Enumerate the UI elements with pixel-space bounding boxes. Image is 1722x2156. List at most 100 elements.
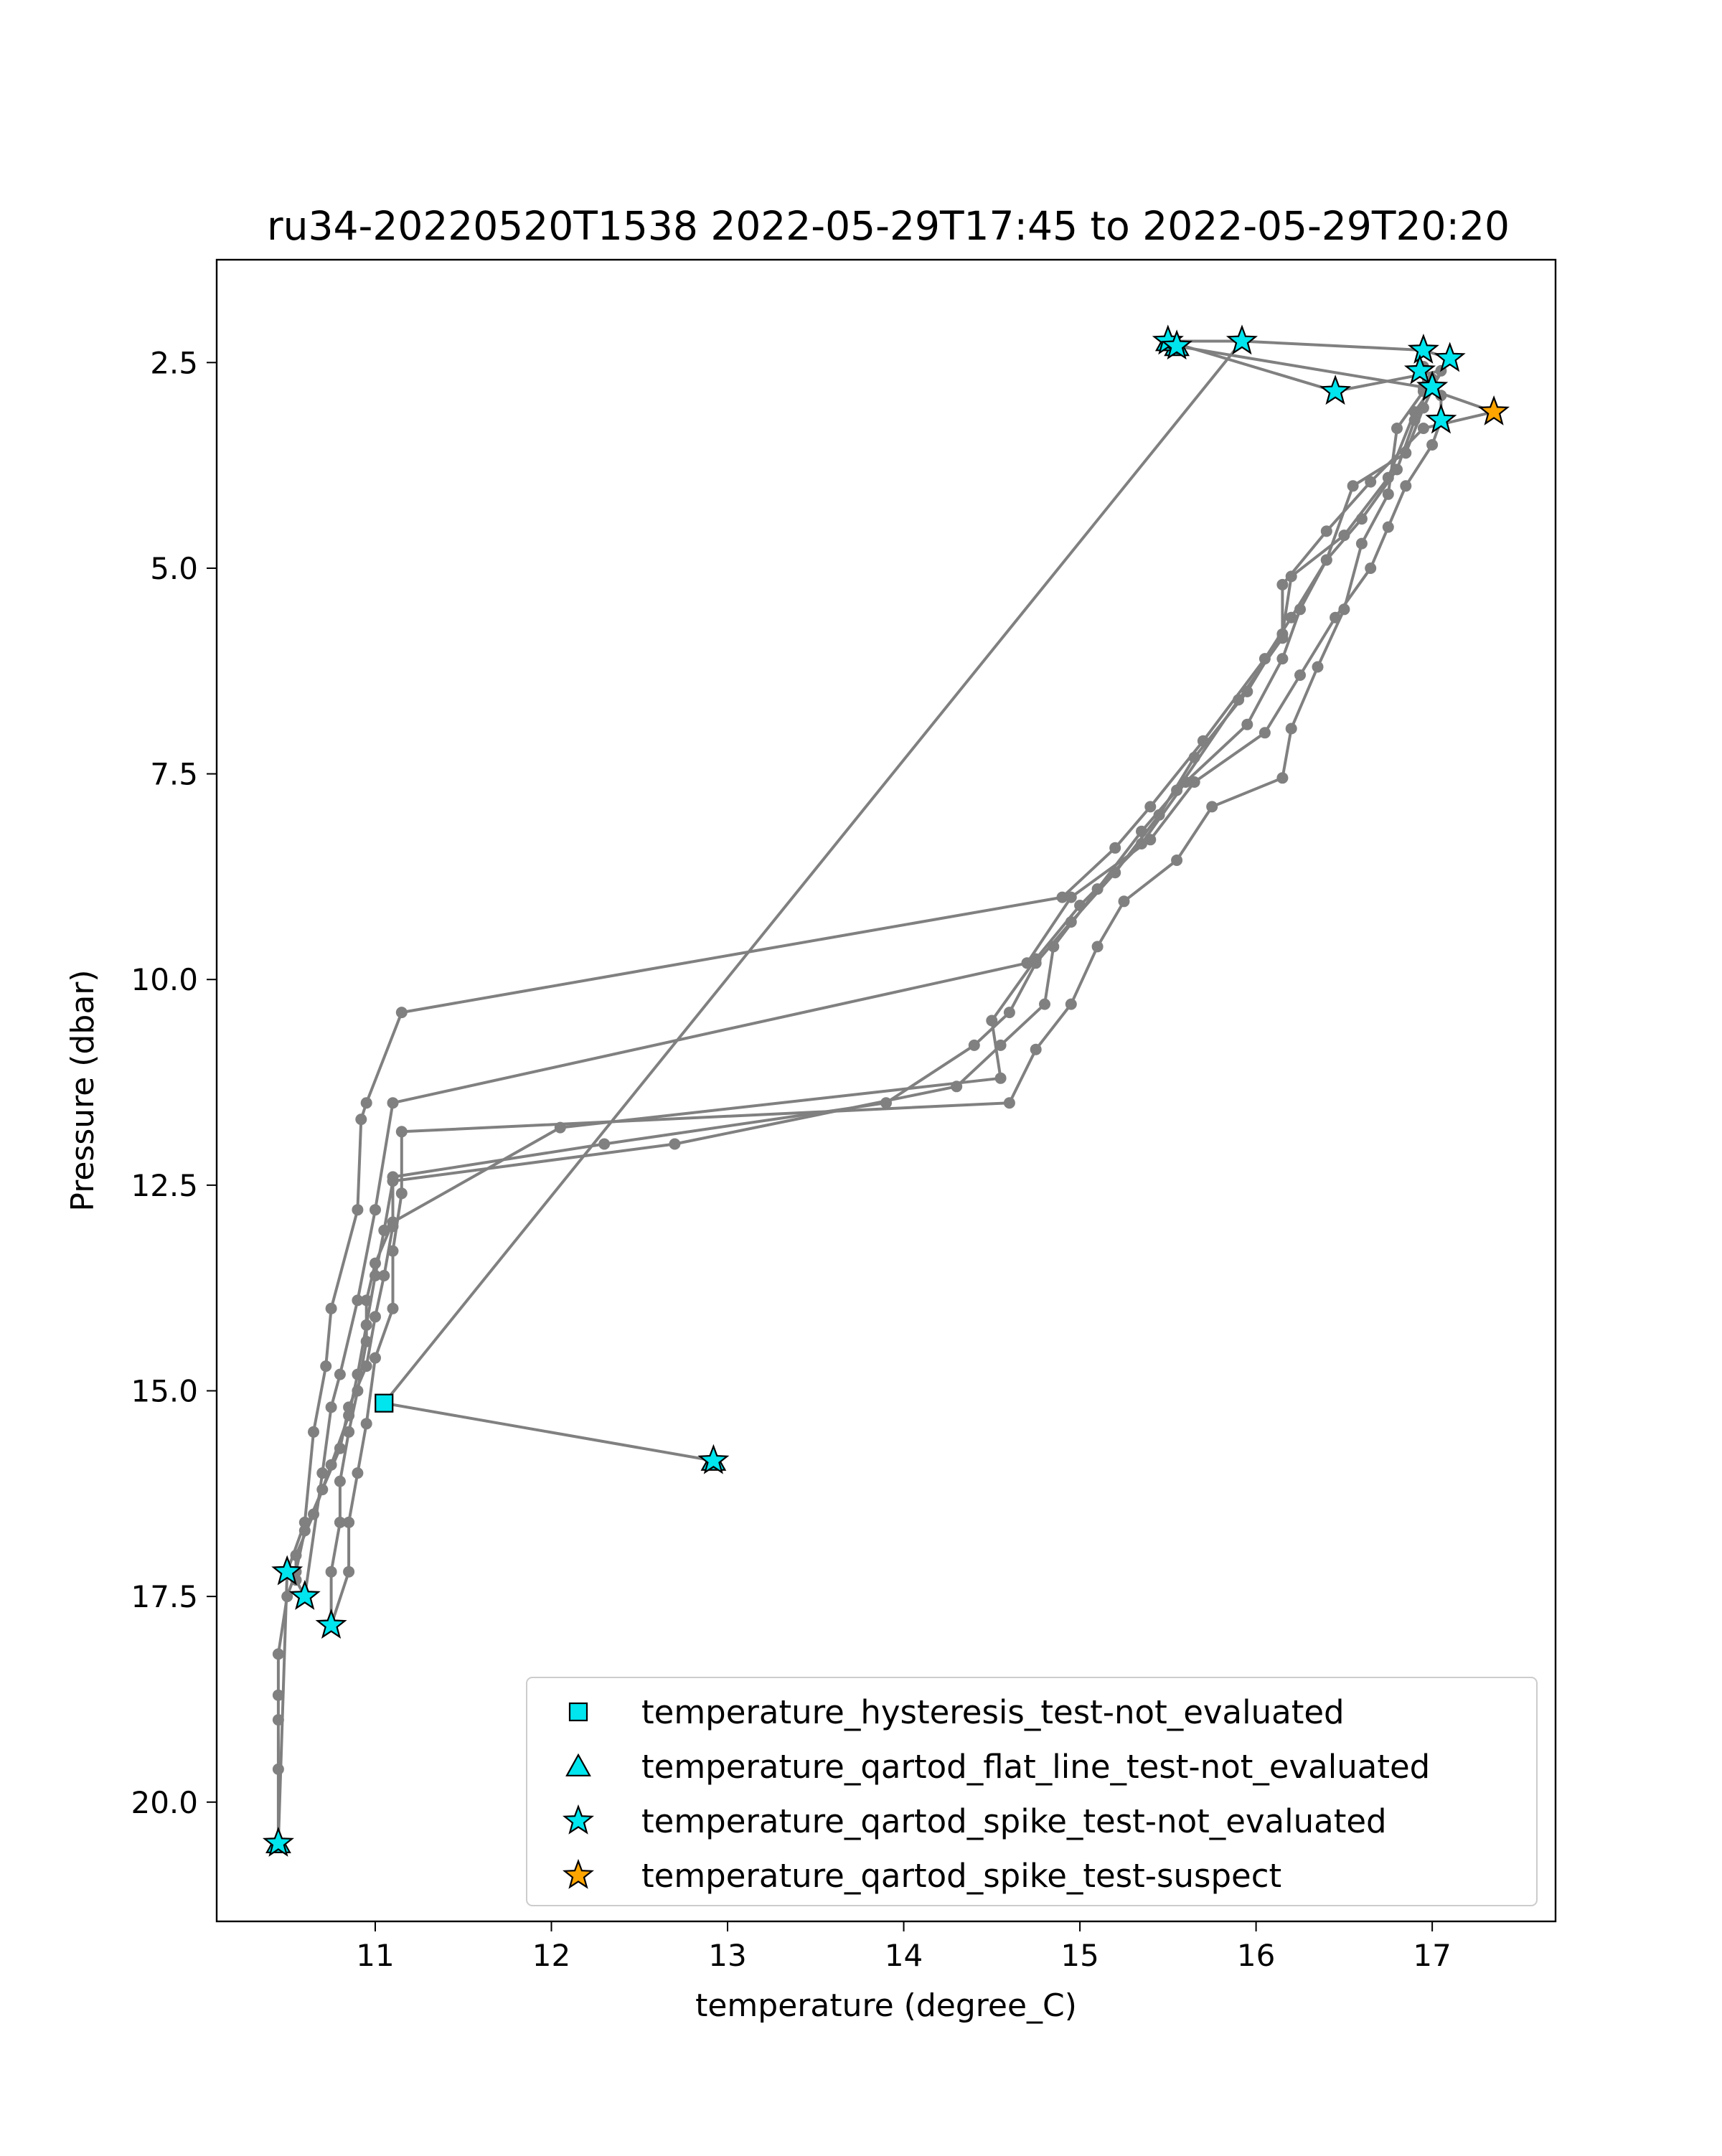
flag-marker-spike-not_evaluated — [1319, 375, 1352, 405]
flag-marker-spike-not_evaluated — [1161, 329, 1193, 360]
data-point — [1365, 562, 1377, 574]
data-point — [1276, 632, 1289, 644]
data-point — [1136, 838, 1147, 849]
legend-box — [526, 1677, 1538, 1906]
x-tick-label: 11 — [356, 1938, 394, 1973]
y-tick-label: 2.5 — [150, 345, 198, 380]
data-point — [334, 1475, 346, 1487]
data-point — [1365, 476, 1377, 488]
data-point — [1400, 480, 1412, 492]
data-point — [1136, 825, 1147, 837]
legend-star-icon — [563, 1804, 594, 1835]
legend-star-icon — [563, 1858, 594, 1889]
flag-marker-hysteresis-not_evaluated — [375, 1393, 394, 1413]
data-point — [1065, 891, 1077, 903]
data-point — [387, 1175, 399, 1187]
series-line-6 — [329, 367, 1425, 1626]
data-point — [968, 1039, 980, 1051]
data-point — [1003, 1007, 1015, 1019]
data-point — [1294, 603, 1306, 616]
data-point — [1091, 883, 1104, 895]
data-point — [272, 1648, 284, 1660]
data-point — [272, 1763, 284, 1775]
data-point — [1347, 480, 1359, 492]
data-point — [370, 1270, 381, 1281]
flag-marker-spike-not_evaluated — [288, 1579, 321, 1610]
y-tick-label: 7.5 — [150, 757, 198, 792]
data-point — [1074, 900, 1086, 911]
flag-marker-spike-not_evaluated — [262, 1826, 294, 1857]
y-tick-label: 20.0 — [131, 1785, 198, 1820]
data-point — [1109, 867, 1121, 879]
x-tick-label: 15 — [1060, 1938, 1098, 1973]
data-point — [360, 1418, 372, 1430]
data-point — [1355, 537, 1368, 550]
data-point — [1171, 784, 1183, 796]
data-point — [378, 1270, 390, 1281]
legend: temperature_hysteresis_test-not_evaluate… — [526, 1677, 1538, 1906]
flag-marker-spike-not_evaluated — [1403, 354, 1436, 385]
data-point — [343, 1409, 355, 1421]
data-point — [360, 1294, 372, 1307]
data-point — [1030, 953, 1042, 965]
data-point — [1118, 895, 1130, 908]
data-point — [395, 1126, 408, 1138]
data-point — [360, 1360, 372, 1373]
data-point — [343, 1566, 355, 1578]
data-point — [1003, 1097, 1015, 1109]
data-point — [355, 1114, 367, 1126]
data-point — [1188, 776, 1200, 788]
data-point — [370, 1257, 381, 1269]
data-point — [1258, 727, 1271, 739]
data-point — [1197, 735, 1209, 747]
flag-marker-spike-not_evaluated — [315, 1609, 347, 1639]
data-point — [1330, 611, 1342, 623]
y-tick-label: 15.0 — [131, 1373, 198, 1408]
data-point — [1320, 554, 1332, 566]
data-point — [395, 1007, 408, 1019]
data-point — [986, 1015, 998, 1027]
data-point — [1091, 941, 1104, 953]
data-point — [1355, 513, 1368, 525]
data-point — [1039, 998, 1050, 1010]
flag-marker-spike-not_evaluated — [1225, 324, 1258, 355]
data-point — [1408, 414, 1421, 426]
data-point — [352, 1467, 364, 1479]
data-point — [272, 1689, 284, 1701]
series-line-3 — [294, 344, 1496, 1598]
data-point — [325, 1302, 337, 1314]
flag-marker-spike-suspect — [1478, 395, 1510, 425]
data-point — [316, 1484, 329, 1496]
data-point — [360, 1335, 372, 1347]
plot-frame — [215, 258, 1557, 1923]
data-point — [1030, 1043, 1042, 1055]
data-point — [387, 1302, 399, 1314]
data-point — [1285, 570, 1297, 583]
chart-title: ru34-20220520T1538 2022-05-29T17:45 to 2… — [267, 203, 1510, 249]
data-point — [308, 1426, 319, 1438]
y-tick-label: 10.0 — [131, 962, 198, 997]
data-point — [1258, 653, 1271, 665]
data-point — [308, 1508, 319, 1520]
data-point — [395, 1187, 408, 1200]
y-tick-label: 12.5 — [131, 1168, 198, 1203]
legend-label: temperature_qartod_spike_test-not_evalua… — [641, 1802, 1387, 1840]
data-point — [1417, 423, 1429, 434]
data-point — [1276, 653, 1289, 665]
data-point — [1382, 471, 1394, 484]
data-point — [352, 1294, 364, 1307]
x-tick-label: 13 — [708, 1938, 746, 1973]
data-point — [1285, 611, 1297, 623]
data-point — [1276, 772, 1289, 784]
data-point — [370, 1352, 381, 1364]
flag-marker-spike-not_evaluated — [271, 1555, 304, 1586]
data-point — [1180, 776, 1192, 788]
flag-marker-spike-not_evaluated — [697, 1444, 730, 1474]
data-point — [1338, 529, 1350, 542]
data-point — [360, 1319, 372, 1331]
legend-triangle-icon — [565, 1753, 591, 1776]
data-point — [1021, 957, 1033, 969]
data-point — [1320, 525, 1332, 537]
data-point — [1065, 998, 1077, 1010]
y-tick-label: 17.5 — [131, 1579, 198, 1614]
